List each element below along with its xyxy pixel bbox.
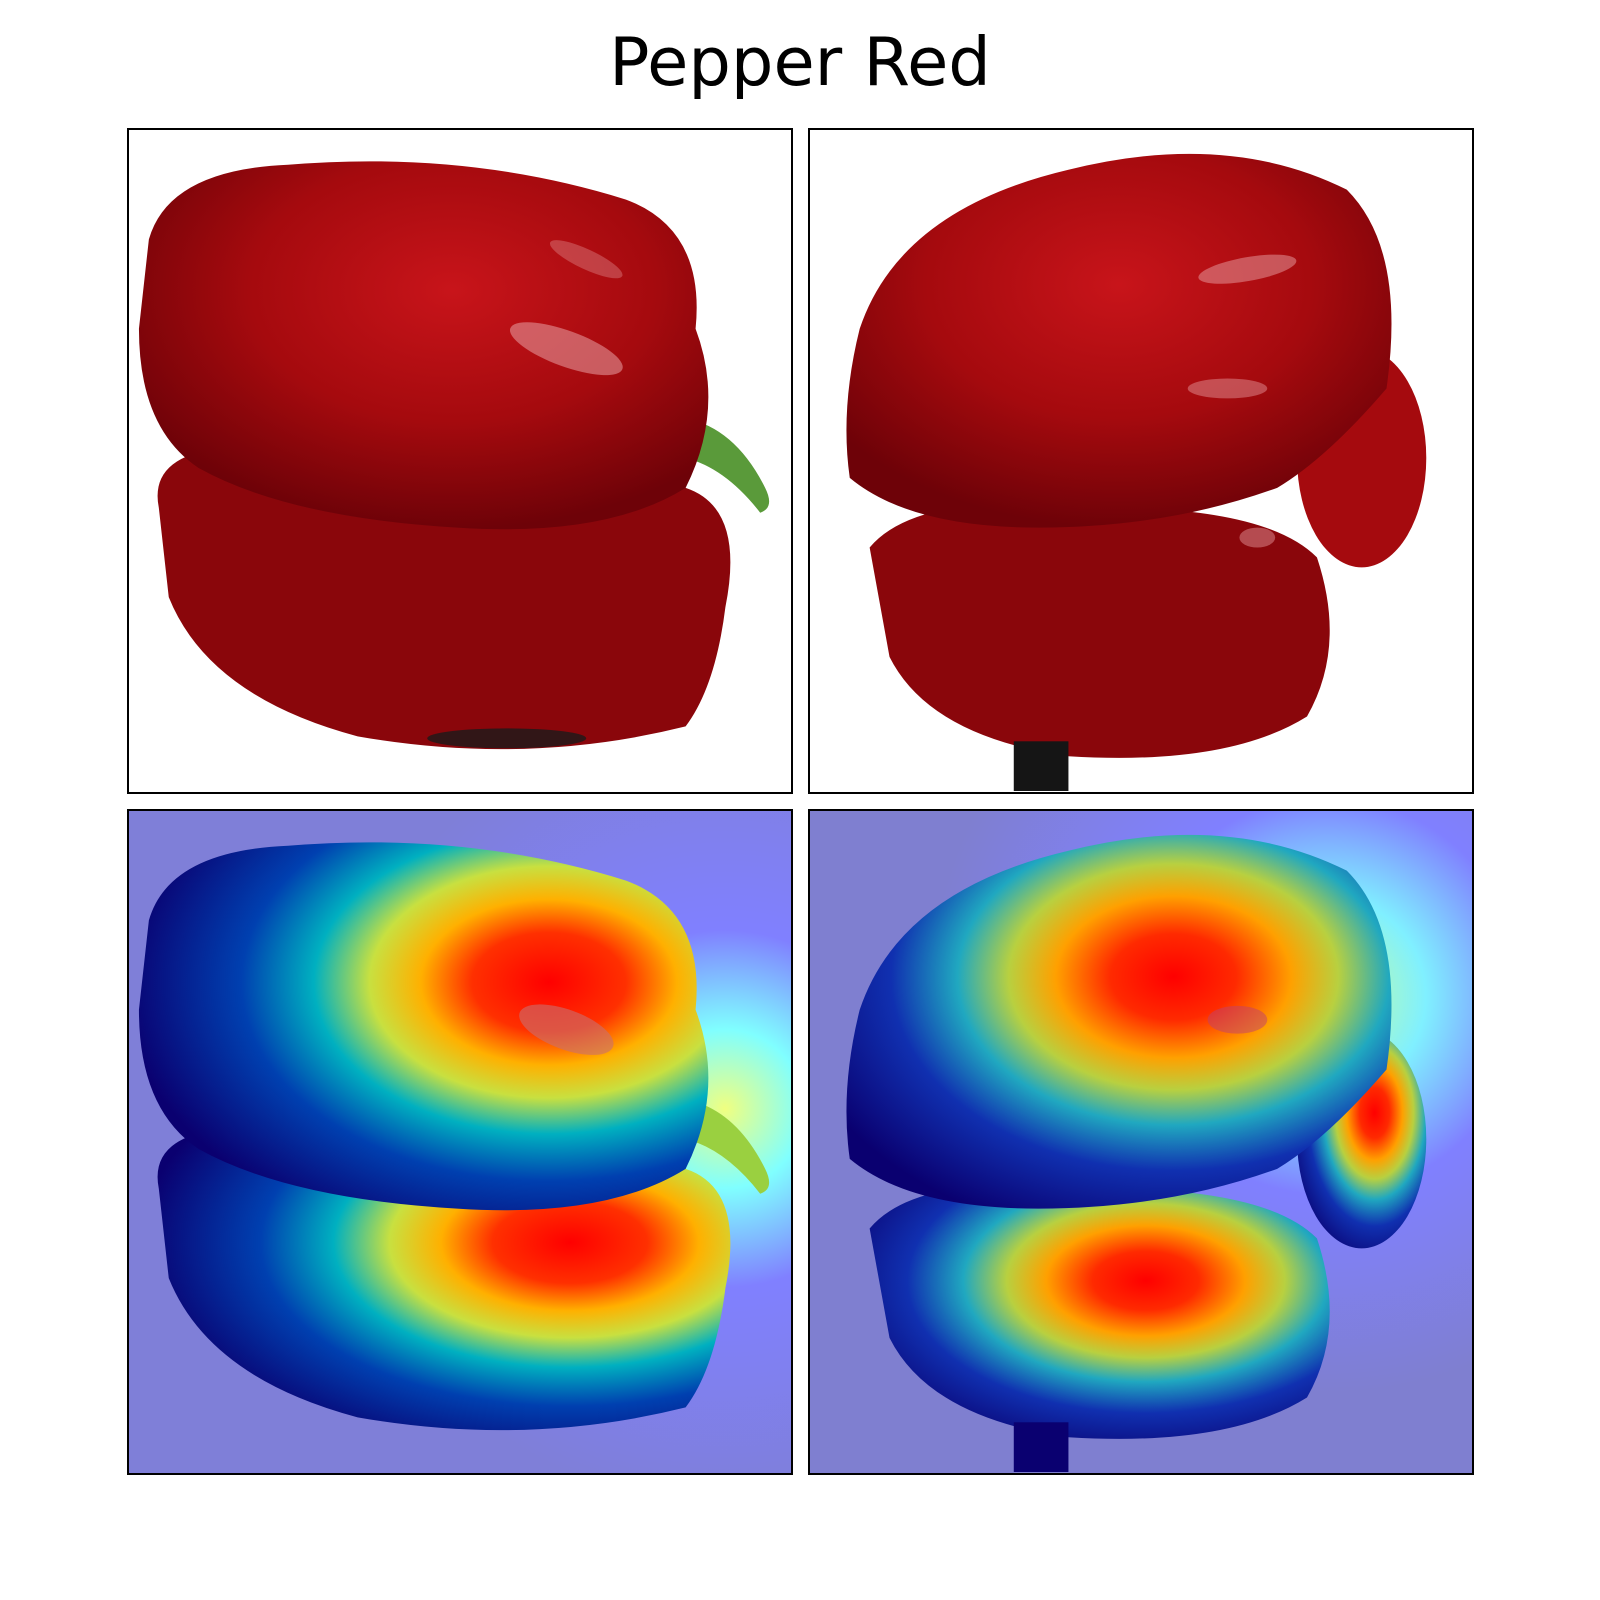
pepper-photo-view-2 [808, 128, 1474, 794]
pepper-heatmap-view-1 [127, 809, 793, 1475]
heatmap-overlay-image [129, 811, 791, 1473]
heatmap-overlay-image [810, 811, 1472, 1473]
pepper-photo-image [810, 130, 1472, 792]
pepper-photo-view-1 [127, 128, 793, 794]
figure-title: Pepper Red [609, 23, 991, 101]
pepper-photo-image [129, 130, 791, 792]
pepper-heatmap-view-2 [808, 809, 1474, 1475]
